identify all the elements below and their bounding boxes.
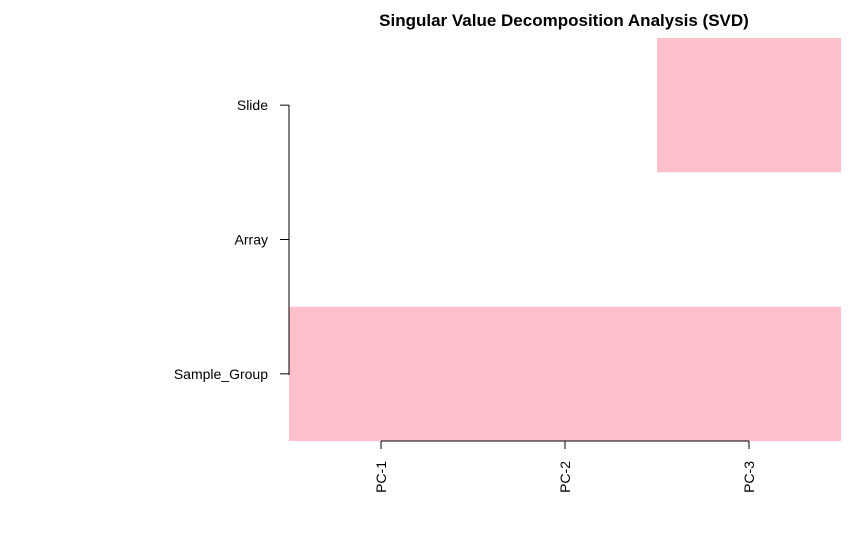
heatmap-cell-sample_group-pc-2 (473, 306, 657, 441)
heatmap-cell-slide-pc-2 (473, 38, 657, 173)
heatmap-cell-array-pc-2 (473, 172, 657, 307)
heatmap-cell-slide-pc-1 (289, 38, 473, 173)
heatmap-cell-sample_group-pc-1 (289, 306, 473, 441)
y-axis: Sample_Group Array Slide (174, 97, 290, 382)
x-tick-label: PC-3 (741, 461, 757, 493)
x-axis: PC-1 PC-2 PC-3 (373, 440, 757, 493)
heatmap-cell-slide-pc-3 (657, 38, 841, 173)
heatmap-cell-array-pc-1 (289, 172, 473, 307)
chart-title: Singular Value Decomposition Analysis (S… (379, 11, 749, 30)
x-tick-label: PC-1 (373, 461, 389, 493)
heatmap-cell-array-pc-3 (657, 172, 841, 307)
y-tick-label: Sample_Group (174, 366, 268, 382)
x-tick-label: PC-2 (557, 461, 573, 493)
y-tick-label: Slide (237, 97, 268, 113)
y-tick-label: Array (235, 232, 268, 248)
heatmap-cell-sample_group-pc-3 (657, 306, 841, 441)
heatmap-cells (289, 38, 841, 441)
